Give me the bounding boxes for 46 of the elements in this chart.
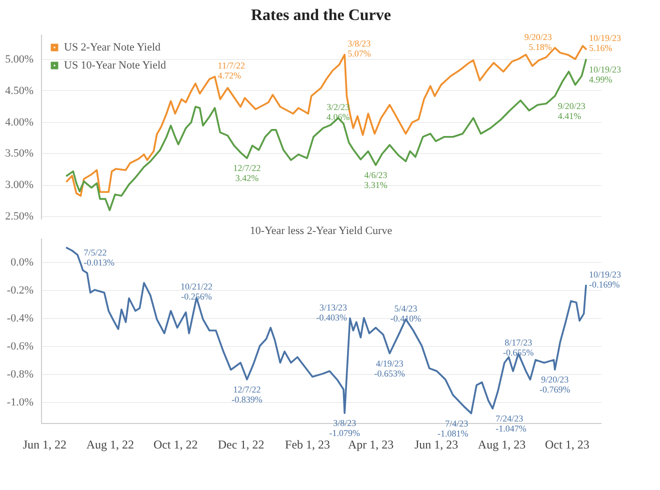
- legend-label: US 10-Year Note Yield: [64, 60, 167, 72]
- chart-title: 10-Year less 2-Year Yield Curve: [250, 225, 392, 237]
- y-tick-label: -0.2%: [6, 284, 34, 296]
- x-tick-label: Jun 1, 23: [414, 438, 458, 452]
- y-tick-label: -0.6%: [6, 340, 34, 352]
- x-tick-label: Oct 1, 23: [545, 438, 590, 452]
- y-tick-label: 4.00%: [5, 116, 34, 128]
- x-tick-label: Jun 1, 22: [22, 438, 67, 452]
- annotation: 9/20/23 -0.769%: [539, 374, 571, 395]
- x-tick-label: Dec 1, 22: [218, 438, 264, 452]
- line-series: [66, 246, 587, 414]
- annotation: 10/19/23 -0.169%: [588, 270, 622, 290]
- annotation: 7/24/23 -1.047%: [496, 414, 527, 434]
- annotation: 3/13/23 -0.403%: [316, 302, 348, 322]
- chart-title: Rates and the Curve: [251, 6, 391, 24]
- annotation: 3/8/23 -1.079%: [329, 418, 360, 438]
- y-tick-label: -0.4%: [6, 312, 34, 324]
- annotation: 11/7/22 4.72%: [218, 60, 245, 81]
- x-tick-label: Oct 1, 22: [153, 438, 198, 452]
- y-tick-label: 0.0%: [10, 256, 34, 268]
- annotation: 12/7/22 -0.839%: [232, 384, 263, 404]
- y-tick-label: -1.0%: [6, 396, 34, 408]
- annotation: 9/20/23 4.41%: [558, 101, 586, 122]
- annotation: 4/19/23 -0.653%: [374, 358, 406, 378]
- x-tick-label: Feb 1, 23: [285, 438, 330, 452]
- legend-label: US 2-Year Note Yield: [64, 42, 162, 54]
- annotation: 12/7/22 3.42%: [233, 163, 261, 184]
- y-tick-label: 2.50%: [5, 210, 34, 222]
- y-tick-label: -0.8%: [6, 368, 34, 380]
- y-tick-label: 4.50%: [5, 84, 34, 97]
- x-tick-label: Aug 1, 23: [478, 438, 526, 452]
- annotation: 8/17/23 -0.655%: [503, 338, 534, 358]
- annotation: 4/6/23 3.31%: [364, 170, 388, 190]
- annotation: 9/20/23 5.18%: [524, 32, 552, 52]
- y-tick-label: 5.00%: [5, 54, 34, 66]
- annotation: 10/21/22 -0.256%: [180, 282, 213, 302]
- x-tick-label: Apr 1, 23: [348, 438, 394, 452]
- annotation: 10/19/23 5.16%: [588, 33, 622, 54]
- y-tick-label: 3.50%: [5, 148, 34, 160]
- annotation: 7/4/23 -1.081%: [437, 418, 469, 438]
- annotation: 7/5/22 -0.013%: [84, 248, 115, 268]
- x-tick-label: Aug 1, 22: [86, 438, 134, 452]
- annotation: 3/8/23 5.07%: [348, 38, 372, 59]
- annotation: 10/19/23 4.99%: [588, 64, 622, 85]
- y-tick-label: 3.00%: [5, 179, 34, 192]
- line-series: [66, 58, 587, 212]
